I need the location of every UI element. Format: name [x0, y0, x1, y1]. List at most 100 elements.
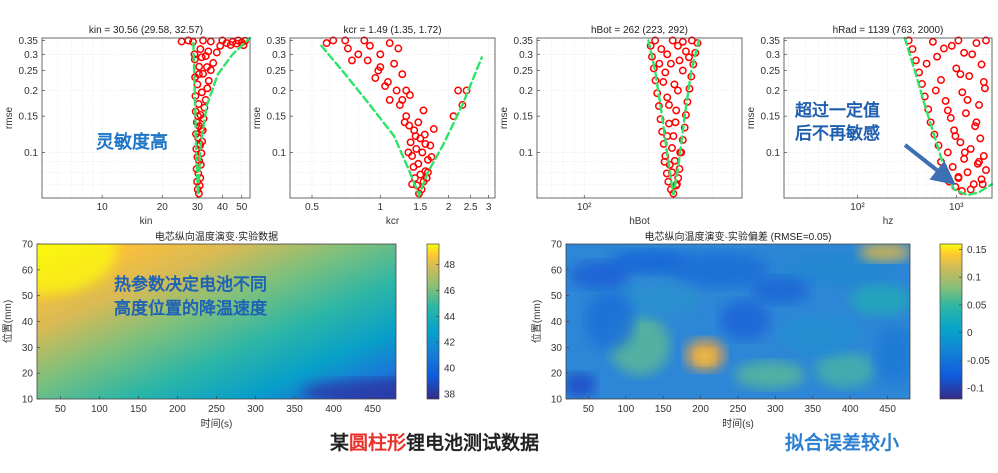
- data-point: [670, 80, 679, 89]
- data-point: [937, 76, 945, 84]
- data-point: [951, 132, 960, 141]
- annotation-sensitivity-high: 灵敏度高: [96, 132, 168, 153]
- chart-title: 电芯纵向温度演变·实验偏差 (RMSE=0.05): [645, 230, 832, 243]
- data-point: [933, 52, 942, 61]
- data-point: [458, 101, 467, 109]
- colorbar-tick-label: 0.05: [967, 300, 987, 311]
- x-tick-label: 3: [486, 202, 492, 213]
- data-point: [394, 44, 403, 53]
- x-tick-label: 150: [130, 404, 147, 415]
- y-tick-label: 50: [551, 291, 563, 302]
- y-axis-label: rmse: [499, 106, 510, 129]
- data-point: [411, 132, 420, 141]
- data-point: [946, 114, 955, 122]
- data-point: [661, 68, 670, 77]
- data-point: [979, 152, 988, 160]
- data-point: [966, 185, 975, 194]
- data-point: [671, 118, 680, 127]
- x-tick-label: 100: [91, 404, 108, 415]
- x-tick-label: 30: [192, 202, 204, 213]
- data-point: [956, 138, 965, 147]
- data-markers: [904, 36, 990, 195]
- data-point: [657, 45, 666, 54]
- y-tick-label: 10: [22, 395, 34, 406]
- data-point: [398, 95, 407, 104]
- y-tick-label: 70: [22, 240, 34, 251]
- x-tick-label: 10: [97, 202, 109, 213]
- data-point: [374, 66, 383, 75]
- data-point: [426, 141, 435, 150]
- data-point: [960, 48, 969, 57]
- data-point: [673, 86, 682, 95]
- x-tick-label: 2.5: [464, 202, 478, 213]
- plot-area: [537, 38, 742, 198]
- data-point: [427, 153, 436, 161]
- data-point: [943, 148, 952, 157]
- y-tick-label: 60: [22, 265, 34, 276]
- data-point: [420, 130, 429, 139]
- y-tick-label: 50: [22, 291, 34, 302]
- x-axis-label: hBot: [629, 216, 650, 227]
- y-tick-label: 0.2: [519, 86, 533, 97]
- data-point: [687, 36, 696, 45]
- y-tick-label: 0.2: [766, 86, 780, 97]
- x-tick-label: 250: [208, 404, 225, 415]
- y-axis-label: rmse: [746, 106, 757, 129]
- chart-title: kin = 30.56 (29.58, 32.57): [89, 25, 203, 36]
- y-tick-label: 30: [551, 343, 563, 354]
- heatmap-field: [566, 244, 910, 399]
- x-tick-label: 200: [169, 404, 186, 415]
- grid-lines: [290, 38, 495, 198]
- data-point: [663, 93, 672, 102]
- x-tick-label: 400: [842, 404, 859, 415]
- data-point: [406, 138, 415, 147]
- data-point: [421, 139, 430, 148]
- y-tick-label: 0.15: [761, 112, 781, 123]
- y-tick-label: 60: [551, 265, 563, 276]
- y-axis-label: rmse: [252, 106, 263, 129]
- y-tick-label: 40: [22, 317, 34, 328]
- data-point: [976, 134, 985, 143]
- chart-title: kcr = 1.49 (1.35, 1.72): [343, 25, 441, 36]
- data-point: [931, 86, 940, 95]
- data-point: [398, 70, 407, 79]
- y-tick-label: 0.15: [267, 112, 287, 123]
- data-point: [322, 39, 331, 48]
- data-point: [978, 180, 987, 189]
- data-point: [972, 118, 981, 127]
- heatmap-blob: [750, 276, 810, 304]
- data-point: [454, 86, 463, 95]
- data-point: [960, 148, 969, 157]
- data-point: [672, 106, 681, 115]
- heatmap-blob: [570, 261, 630, 289]
- heatmap-cold-zone: [301, 379, 396, 399]
- data-point: [941, 96, 950, 105]
- x-tick-label: 50: [583, 404, 595, 415]
- data-point: [673, 41, 682, 50]
- data-point: [197, 88, 206, 97]
- y-tick-label: 70: [551, 240, 563, 251]
- x-tick-label: 50: [55, 404, 67, 415]
- colorbar-tick-label: -0.05: [967, 356, 990, 367]
- data-point: [655, 59, 664, 68]
- data-point: [975, 101, 983, 109]
- y-tick-label: 0.1: [519, 148, 533, 159]
- heatmap-blob: [585, 290, 635, 350]
- plot-frame: [536, 37, 743, 199]
- plot-frame: [289, 37, 496, 199]
- data-point: [412, 144, 421, 153]
- caption-left-highlight: 圆柱形: [349, 432, 407, 454]
- x-tick-label: 20: [157, 202, 169, 213]
- data-point: [392, 86, 401, 95]
- data-point: [663, 50, 672, 59]
- annotation-heatmap-note: 热参数决定电池不同 高度位置的降温速度: [114, 273, 267, 321]
- data-point: [343, 44, 352, 53]
- x-axis-label: 时间(s): [722, 417, 754, 430]
- data-point: [239, 41, 248, 50]
- data-point: [354, 50, 363, 59]
- y-tick-label: 0.15: [19, 112, 39, 123]
- data-point: [196, 45, 205, 54]
- x-tick-label: 10²: [850, 202, 865, 213]
- y-tick-label: 30: [22, 343, 34, 354]
